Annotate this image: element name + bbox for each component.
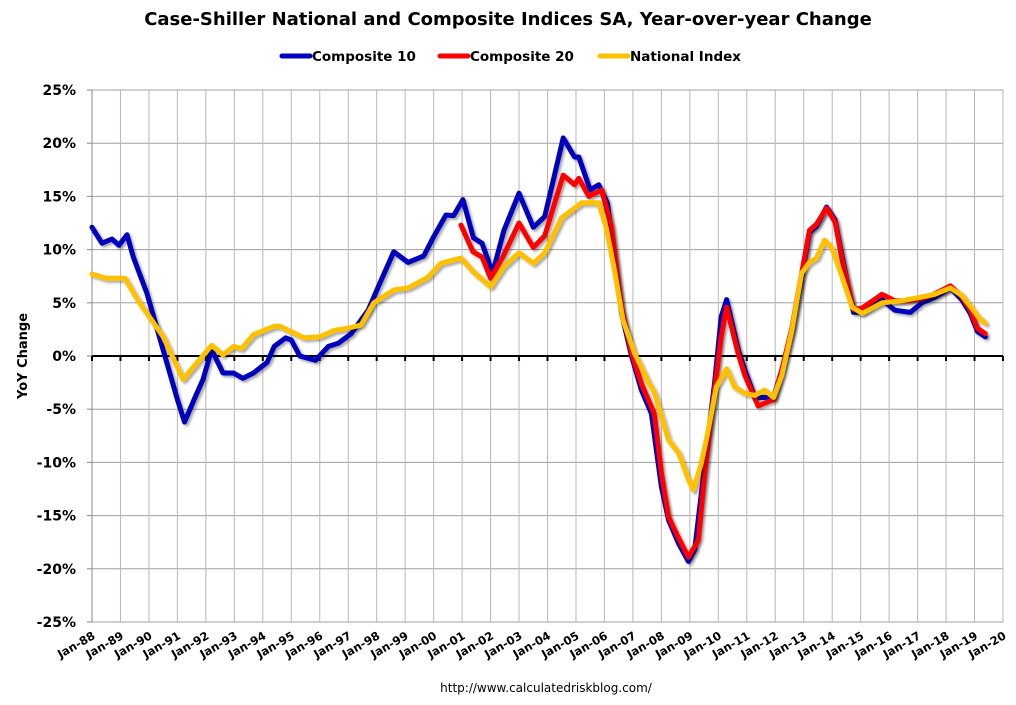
y-tick-label: -25% — [37, 615, 76, 631]
y-tick-label: 10% — [42, 243, 76, 259]
legend: Composite 10 Composite 20 National Index — [279, 49, 741, 65]
chart-title: Case-Shiller National and Composite Indi… — [144, 9, 872, 30]
legend-label: National Index — [630, 49, 741, 65]
y-tick-label: -20% — [37, 562, 76, 578]
y-axis-label: YoY Change — [16, 313, 31, 400]
legend-label: Composite 10 — [312, 49, 416, 65]
y-tick-label: -15% — [37, 509, 76, 525]
y-tick-label: 20% — [42, 136, 76, 152]
y-tick-label: 5% — [52, 296, 76, 312]
x-axis-ticks: Jan-88Jan-89Jan-90Jan-91Jan-92Jan-93Jan-… — [54, 628, 1008, 661]
series-line-national-index — [89, 200, 988, 493]
y-tick-label: 15% — [42, 189, 76, 205]
y-tick-label: 25% — [42, 83, 76, 99]
series-lines — [89, 135, 988, 564]
y-axis-ticks: 25% 20% 15% 10% 5% 0% -5% -10% -15% -20% -25% — [37, 83, 76, 631]
grid — [87, 89, 1004, 623]
legend-label: Composite 20 — [470, 49, 574, 65]
source-url: http://www.calculatedriskblog.com/ — [440, 681, 653, 695]
y-tick-label: -5% — [46, 402, 76, 418]
series-line-composite-20 — [458, 172, 988, 560]
y-tick-label: 0% — [52, 349, 76, 365]
y-tick-label: -10% — [37, 455, 76, 471]
